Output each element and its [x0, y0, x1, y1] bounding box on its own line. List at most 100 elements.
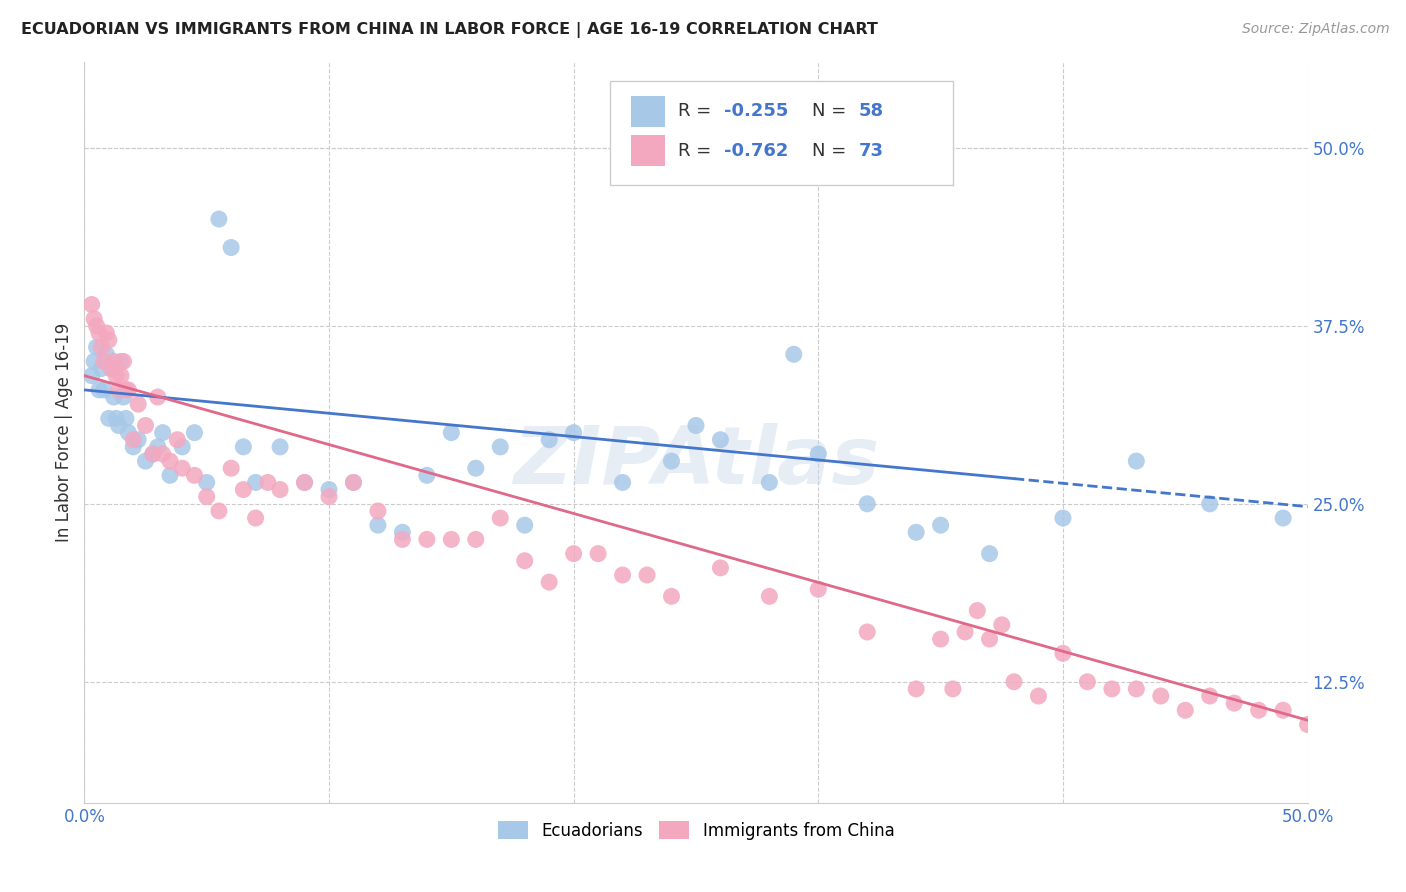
Point: [294, 475, 316, 490]
Point: [758, 590, 780, 604]
Point: [318, 483, 340, 497]
Point: [103, 390, 125, 404]
Point: [661, 590, 683, 604]
Point: [758, 475, 780, 490]
Point: [661, 454, 683, 468]
Point: [195, 475, 218, 490]
Point: [905, 681, 928, 696]
Point: [105, 368, 128, 383]
Point: [1052, 511, 1074, 525]
Point: [1174, 703, 1197, 717]
Bar: [631, 135, 665, 166]
Point: [90, 340, 112, 354]
Point: [93, 383, 115, 397]
Point: [440, 533, 463, 547]
Point: [97, 411, 120, 425]
Text: R =: R =: [678, 103, 717, 120]
Point: [1002, 674, 1025, 689]
Point: [416, 533, 439, 547]
Point: [342, 475, 364, 490]
Point: [538, 433, 561, 447]
Point: [685, 418, 707, 433]
Point: [929, 632, 952, 646]
Point: [416, 468, 439, 483]
Point: [612, 568, 634, 582]
Point: [257, 475, 280, 490]
Point: [127, 397, 149, 411]
Point: [107, 383, 129, 397]
Point: [96, 347, 118, 361]
Point: [100, 361, 122, 376]
Point: [269, 483, 291, 497]
Point: [966, 604, 988, 618]
Point: [112, 354, 135, 368]
Point: [391, 525, 413, 540]
Point: [232, 483, 254, 497]
Point: [342, 475, 364, 490]
Point: [942, 681, 965, 696]
FancyBboxPatch shape: [610, 81, 953, 185]
Point: [1125, 454, 1147, 468]
Point: [856, 497, 879, 511]
Point: [245, 475, 267, 490]
Point: [538, 575, 561, 590]
Point: [146, 440, 169, 454]
Point: [807, 447, 830, 461]
Point: [991, 617, 1014, 632]
Point: [219, 240, 242, 255]
Point: [159, 468, 181, 483]
Point: [208, 504, 231, 518]
Point: [1296, 717, 1319, 731]
Point: [152, 425, 174, 440]
Point: [636, 568, 658, 582]
Point: [86, 318, 108, 333]
Point: [105, 411, 128, 425]
Point: [90, 361, 112, 376]
Point: [142, 447, 165, 461]
Point: [905, 525, 928, 540]
Point: [269, 440, 291, 454]
Point: [159, 454, 181, 468]
Point: [172, 461, 194, 475]
Point: [1272, 703, 1295, 717]
Point: [562, 425, 585, 440]
Point: [96, 326, 118, 340]
Point: [391, 533, 413, 547]
Point: [562, 547, 585, 561]
Point: [117, 383, 139, 397]
Point: [122, 440, 145, 454]
Point: [103, 354, 125, 368]
Point: [464, 461, 486, 475]
Text: -0.762: -0.762: [724, 143, 789, 161]
Point: [979, 632, 1001, 646]
Text: R =: R =: [678, 143, 717, 161]
Text: 73: 73: [859, 143, 883, 161]
Point: [110, 368, 132, 383]
Point: [783, 347, 806, 361]
Point: [172, 440, 194, 454]
Point: [1076, 674, 1098, 689]
Point: [183, 468, 205, 483]
Point: [146, 390, 169, 404]
Point: [115, 383, 138, 397]
Text: ZIPAtlas: ZIPAtlas: [513, 423, 879, 501]
Point: [1223, 696, 1246, 710]
Point: [135, 454, 157, 468]
Point: [208, 212, 231, 227]
Point: [1028, 689, 1050, 703]
Point: [367, 504, 389, 518]
Point: [183, 425, 205, 440]
Point: [1198, 689, 1220, 703]
Point: [112, 390, 135, 404]
Point: [979, 547, 1001, 561]
Text: 58: 58: [859, 103, 884, 120]
Point: [107, 418, 129, 433]
Point: [245, 511, 267, 525]
Point: [87, 383, 110, 397]
Point: [1198, 497, 1220, 511]
Point: [953, 624, 976, 639]
Point: [166, 433, 188, 447]
Point: [612, 475, 634, 490]
Point: [122, 433, 145, 447]
Point: [586, 547, 609, 561]
